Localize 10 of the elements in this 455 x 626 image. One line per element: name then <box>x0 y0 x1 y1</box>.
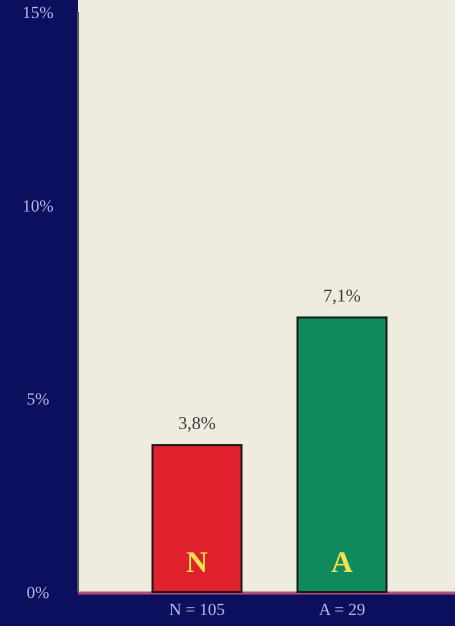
y-tick-label: 0% <box>26 583 50 602</box>
annotation: N <box>186 546 208 579</box>
y-tick-label: 5% <box>26 390 50 409</box>
data-label: 3,8% <box>178 413 216 434</box>
annotation: A <box>331 546 354 579</box>
x-tick-label: A = 29 <box>318 600 366 619</box>
x-tick-label: N = 105 <box>169 600 225 619</box>
y-tick-label: 15% <box>22 3 54 22</box>
data-label: 7,1% <box>323 285 361 306</box>
y-tick-label: 10% <box>22 196 54 216</box>
